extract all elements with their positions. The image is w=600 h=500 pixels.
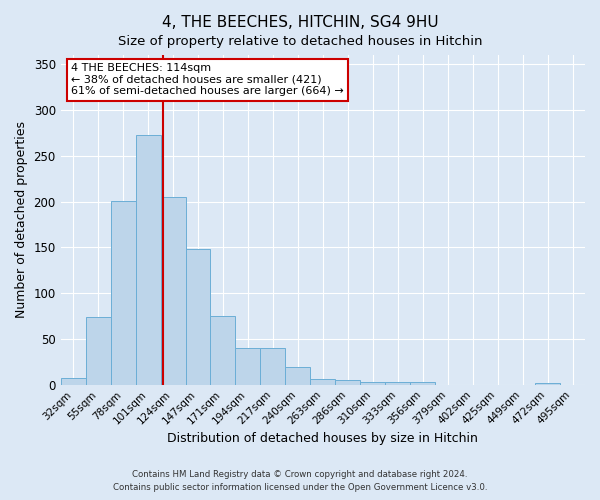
Bar bbox=[360, 382, 385, 384]
Bar bbox=[535, 383, 560, 384]
Bar bbox=[61, 378, 86, 384]
Bar bbox=[185, 249, 211, 384]
Bar bbox=[260, 348, 286, 385]
Bar bbox=[211, 316, 235, 384]
Text: 4, THE BEECHES, HITCHIN, SG4 9HU: 4, THE BEECHES, HITCHIN, SG4 9HU bbox=[161, 15, 439, 30]
Bar bbox=[310, 379, 335, 384]
Bar bbox=[86, 317, 110, 384]
Text: Size of property relative to detached houses in Hitchin: Size of property relative to detached ho… bbox=[118, 35, 482, 48]
Bar bbox=[110, 200, 136, 384]
Bar bbox=[161, 197, 185, 384]
Bar bbox=[410, 382, 435, 384]
Text: 4 THE BEECHES: 114sqm
← 38% of detached houses are smaller (421)
61% of semi-det: 4 THE BEECHES: 114sqm ← 38% of detached … bbox=[71, 63, 344, 96]
X-axis label: Distribution of detached houses by size in Hitchin: Distribution of detached houses by size … bbox=[167, 432, 478, 445]
Bar bbox=[286, 368, 310, 384]
Bar bbox=[235, 348, 260, 385]
Bar bbox=[385, 382, 410, 384]
Bar bbox=[136, 134, 161, 384]
Y-axis label: Number of detached properties: Number of detached properties bbox=[15, 122, 28, 318]
Text: Contains HM Land Registry data © Crown copyright and database right 2024.
Contai: Contains HM Land Registry data © Crown c… bbox=[113, 470, 487, 492]
Bar bbox=[335, 380, 360, 384]
